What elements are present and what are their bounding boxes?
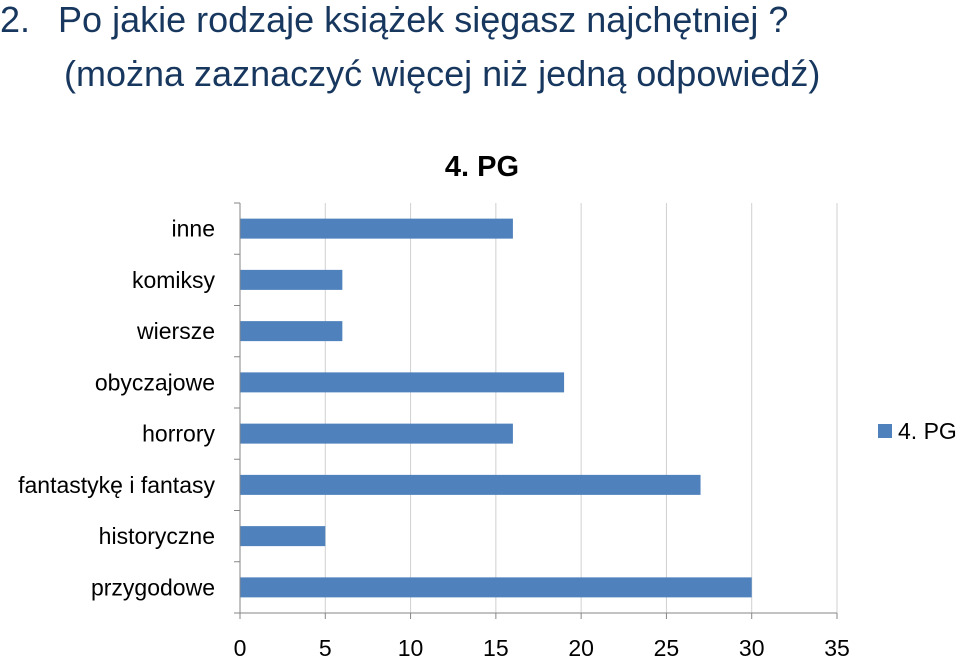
y-tick-label: fantastykę i fantasy bbox=[18, 472, 215, 498]
bars bbox=[240, 218, 752, 598]
y-tick-label: wiersze bbox=[136, 318, 215, 344]
x-tick-label: 20 bbox=[568, 635, 594, 659]
x-tick-label: 0 bbox=[234, 635, 247, 659]
x-tick-label: 35 bbox=[824, 635, 850, 659]
question-line-2: (można zaznaczyć więcej niż jedną odpowi… bbox=[64, 53, 821, 94]
x-tick-label: 10 bbox=[398, 635, 424, 659]
bar-horrory bbox=[240, 423, 513, 444]
y-tick-label: historyczne bbox=[99, 523, 215, 549]
y-tick-label: inne bbox=[172, 216, 215, 242]
question-line-1: 2. Po jakie rodzaje książek sięgasz najch… bbox=[0, 2, 788, 38]
x-tick-label: 5 bbox=[319, 635, 332, 659]
bar-historyczne bbox=[240, 526, 326, 547]
x-tick-label: 30 bbox=[739, 635, 765, 659]
bar-przygodowe bbox=[240, 577, 752, 598]
question-number: 2. bbox=[0, 0, 31, 40]
bar-fantastykę-i-fantasy bbox=[240, 474, 701, 495]
bar-obyczajowe bbox=[240, 372, 565, 393]
bar-inne bbox=[240, 218, 513, 239]
axes: inne komiksy wiersze obyczajowe horrory fanta… bbox=[18, 202, 850, 659]
y-tick-label: obyczajowe bbox=[95, 369, 215, 395]
question-text: Po jakie rodzaje książek sięgasz najchęt… bbox=[58, 0, 789, 40]
legend: 4. PG bbox=[878, 418, 957, 444]
y-tick-label: horrory bbox=[142, 421, 215, 447]
y-tick-label: komiksy bbox=[132, 267, 216, 293]
bar-komiksy bbox=[240, 269, 343, 290]
y-tick-label: przygodowe bbox=[91, 574, 215, 600]
x-tick-label: 15 bbox=[483, 635, 509, 659]
bar-wiersze bbox=[240, 321, 343, 342]
legend-swatch bbox=[878, 424, 892, 438]
chart-title: 4. PG bbox=[445, 151, 519, 183]
legend-label: 4. PG bbox=[898, 418, 957, 444]
x-tick-label: 25 bbox=[654, 635, 680, 659]
grid-layer bbox=[324, 203, 838, 613]
